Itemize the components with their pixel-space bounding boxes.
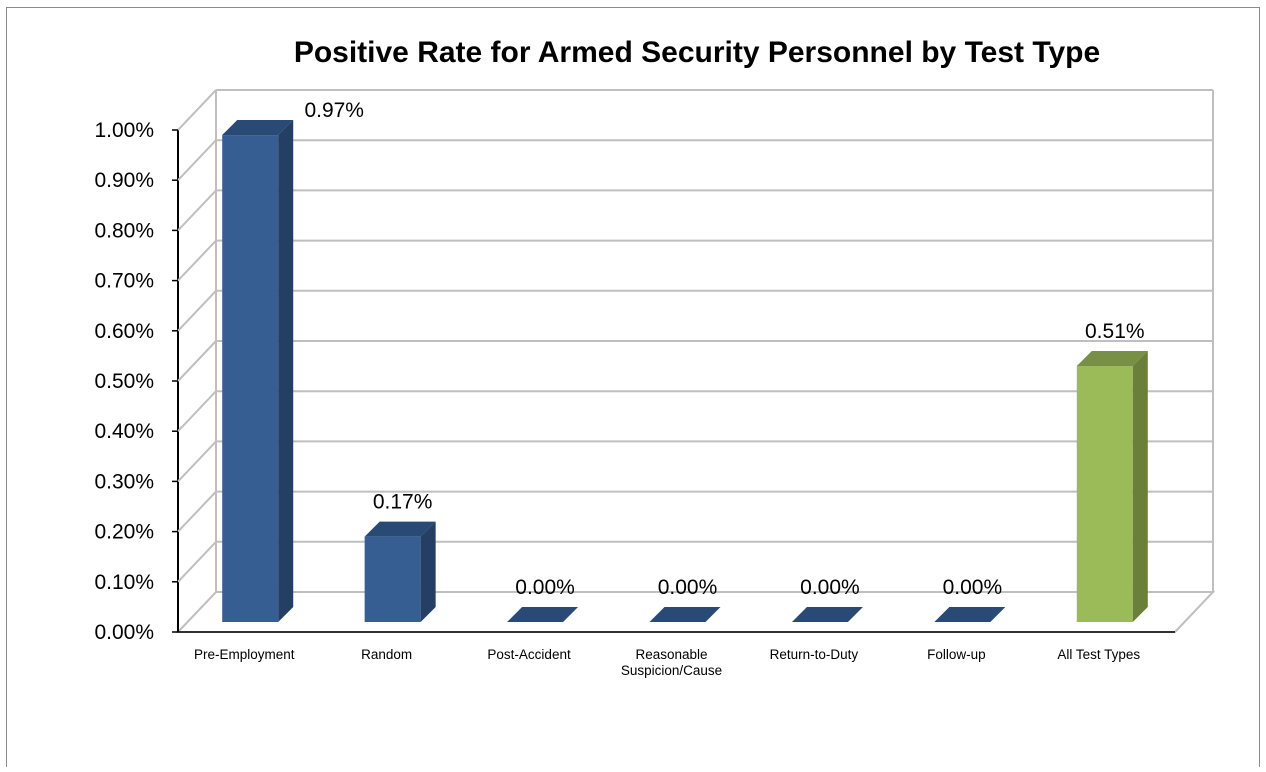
bar-top: [934, 607, 1006, 622]
data-label: 0.00%: [658, 576, 718, 599]
data-label: 0.97%: [304, 99, 364, 122]
data-label: 0.00%: [943, 576, 1003, 599]
y-tick-label: 0.50%: [94, 370, 154, 393]
gridline-side: [177, 340, 217, 382]
bar-side: [1132, 350, 1148, 622]
y-tick-label: 0.20%: [94, 521, 154, 544]
x-tick-label: All Test Types: [1057, 647, 1140, 662]
gridline-side: [177, 189, 217, 232]
data-label: 0.00%: [800, 576, 860, 599]
gridline-side: [177, 89, 217, 131]
gridline-side: [177, 239, 217, 282]
bar-top: [364, 521, 436, 537]
x-axis-categories: Pre-Employment Random Post-Accident Reasona…: [194, 647, 1140, 678]
gridline-side: [177, 490, 217, 533]
data-label: 0.00%: [515, 576, 575, 599]
x-tick-label: Suspicion/Cause: [621, 663, 722, 678]
bar-top: [791, 607, 863, 622]
bar: [934, 607, 1006, 623]
bar: [791, 607, 863, 623]
bar-side: [420, 521, 436, 622]
bar-front: [1076, 365, 1133, 622]
data-label: 0.51%: [1085, 320, 1145, 343]
gridline-side: [177, 541, 217, 583]
bar-top: [649, 607, 721, 622]
bar: [649, 607, 721, 623]
y-tick-label: 1.00%: [94, 119, 154, 142]
chart-walls: [175, 90, 1216, 633]
y-tick-label: 0.90%: [94, 169, 154, 192]
bar-front: [364, 536, 421, 622]
y-tick-label: 0.70%: [94, 270, 154, 293]
x-tick-label: Return-to-Duty: [770, 647, 859, 662]
data-labels: 0.97% 0.17% 0.00% 0.00% 0.00% 0.00% 0.51%: [304, 99, 1144, 599]
gridlines: [177, 89, 1213, 583]
x-tick-label: Reasonable: [635, 647, 707, 662]
data-label: 0.17%: [373, 491, 433, 514]
y-tick-label: 0.60%: [94, 320, 154, 343]
y-tick-label: 0.30%: [94, 470, 154, 493]
gridline-side: [177, 290, 217, 332]
bar-side: [278, 120, 294, 622]
gridline-side: [177, 390, 217, 432]
y-tick-label: 0.40%: [94, 420, 154, 443]
gridline-side: [177, 139, 217, 181]
bar-front: [222, 135, 279, 622]
x-tick-label: Follow-up: [927, 647, 986, 662]
bar: [507, 607, 579, 623]
bar-top: [507, 607, 579, 622]
y-axis-ticks: 0.00% 0.10% 0.20% 0.30% 0.40% 0.50% 0.60% 0.70%…: [94, 119, 178, 644]
bars: [222, 120, 1148, 623]
y-tick-label: 0.00%: [94, 621, 154, 644]
bar: [1076, 350, 1148, 622]
chart-title: Positive Rate for Armed Security Personn…: [293, 36, 1101, 69]
bar-top: [222, 120, 294, 136]
bar-top: [1076, 350, 1148, 366]
x-tick-label: Post-Accident: [487, 647, 571, 662]
x-tick-label: Random: [361, 647, 412, 662]
bar: [364, 521, 436, 622]
bar: [222, 120, 294, 622]
y-tick-label: 0.80%: [94, 219, 154, 242]
y-tick-label: 0.10%: [94, 571, 154, 594]
x-tick-label: Pre-Employment: [194, 647, 295, 662]
gridline-side: [177, 440, 217, 483]
